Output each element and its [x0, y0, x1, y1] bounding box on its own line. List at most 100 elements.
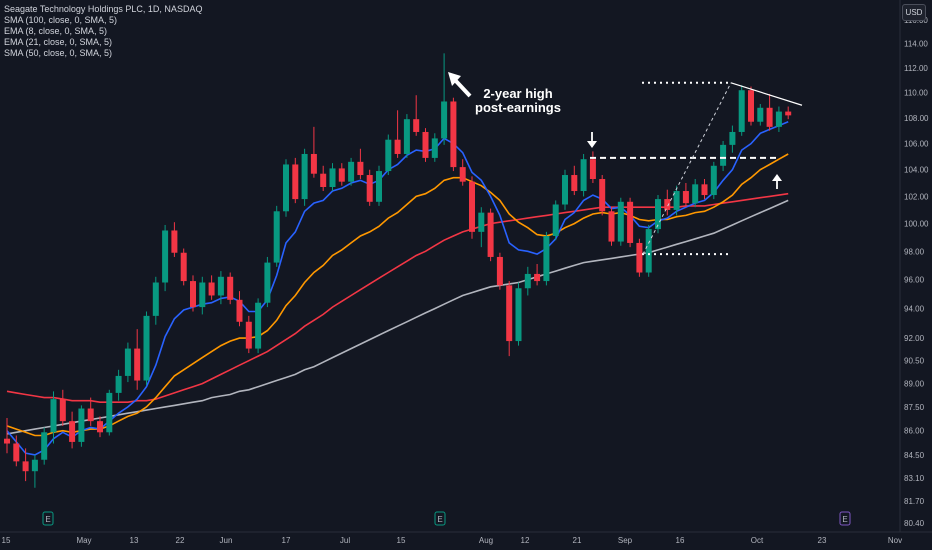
candle-body	[506, 285, 513, 342]
arrow-to-high	[453, 78, 472, 98]
annotation-post-earnings: post-earnings	[475, 100, 561, 115]
candle-body	[143, 315, 150, 381]
x-tick-label: Jun	[220, 536, 233, 545]
x-tick-label: Oct	[751, 536, 764, 545]
candle-body	[338, 168, 345, 182]
candle-body	[645, 229, 652, 273]
candle-body	[487, 212, 494, 257]
candle-body	[785, 111, 792, 116]
legend-indicator-sma100: SMA (100, close, 0, SMA, 5)	[4, 15, 118, 25]
candle-body	[171, 230, 178, 253]
candle-body	[115, 375, 122, 393]
candle-body	[431, 138, 438, 158]
candle-body	[543, 236, 550, 282]
y-tick-label: 92.00	[904, 334, 925, 343]
candle-body	[599, 179, 606, 212]
candle-body	[636, 242, 643, 273]
dotted-diagonal	[642, 82, 732, 255]
candle-body	[310, 153, 317, 174]
candle-body	[664, 199, 671, 210]
candle-body	[589, 159, 596, 180]
y-tick-label: 96.00	[904, 276, 925, 285]
x-tick-label: Sep	[618, 536, 633, 545]
candle-body	[775, 111, 782, 127]
candle-body	[459, 167, 466, 182]
earnings-marker-label: E	[45, 515, 50, 524]
candle-body	[729, 131, 736, 145]
candle-body	[59, 399, 66, 422]
candle-body	[692, 184, 699, 204]
candle-body	[283, 164, 289, 212]
candle-body	[757, 107, 764, 122]
arrow-down-head	[587, 141, 597, 148]
currency-button[interactable]: USD	[902, 4, 926, 21]
annotation-2-year-high: 2-year high	[483, 86, 552, 101]
candle-body	[180, 252, 187, 282]
y-tick-label: 94.00	[904, 305, 925, 314]
y-tick-label: 102.00	[904, 192, 929, 201]
x-tick-label: Jul	[340, 536, 350, 545]
earnings-marker-icon	[434, 511, 446, 526]
legend-title: Seagate Technology Holdings PLC, 1D, NAS…	[4, 4, 203, 14]
candle-body	[124, 348, 131, 376]
candle-body	[562, 175, 568, 205]
y-tick-label: 87.50	[904, 403, 925, 412]
candle-body	[292, 164, 299, 200]
wedge-top-line	[730, 82, 803, 106]
candle-body	[87, 408, 94, 422]
y-tick-label: 100.00	[904, 220, 929, 229]
candle-body	[710, 165, 717, 196]
candle-body	[301, 153, 308, 200]
x-tick-label: 15	[397, 536, 406, 545]
arrow-up-head	[772, 174, 782, 181]
candle-body	[701, 184, 708, 196]
candle-body	[766, 107, 773, 127]
x-tick-label: 22	[176, 536, 185, 545]
candle-body	[106, 392, 113, 433]
candle-body	[264, 262, 271, 303]
candle-body	[273, 211, 280, 263]
legend-indicator-sma50: SMA (50, close, 0, SMA, 5)	[4, 48, 113, 58]
chart-legend: Seagate Technology Holdings PLC, 1D, NAS…	[4, 4, 202, 59]
y-tick-label: 81.70	[904, 497, 925, 506]
candle-body	[199, 282, 206, 308]
x-tick-label: 13	[130, 536, 139, 545]
candle-body	[134, 348, 141, 381]
y-tick-label: 89.00	[904, 380, 925, 389]
candle-body	[617, 201, 624, 242]
y-tick-label: 108.00	[904, 114, 929, 123]
candle-body	[748, 90, 754, 122]
candle-body	[357, 161, 364, 176]
x-tick-label: 17	[282, 536, 291, 545]
candle-body	[50, 399, 57, 433]
candle-body	[673, 191, 680, 210]
candle-body	[97, 421, 103, 433]
y-tick-label: 98.00	[904, 247, 925, 256]
candle-body	[608, 211, 615, 242]
earnings-marker-label: E	[842, 515, 847, 524]
candle-body	[627, 201, 634, 243]
earnings-marker-icon	[42, 511, 54, 526]
candle-body	[245, 321, 252, 349]
candle-body	[348, 161, 355, 182]
y-tick-label: 104.00	[904, 166, 929, 175]
candle-body	[13, 443, 20, 462]
candle-body	[394, 139, 401, 154]
candle-body	[655, 199, 661, 230]
candle-body	[208, 282, 215, 296]
candle-body	[552, 204, 559, 237]
y-tick-label: 106.00	[904, 140, 929, 149]
candle-body	[162, 230, 169, 283]
candle-body	[22, 461, 29, 472]
candle-body	[152, 282, 159, 316]
x-tick-label: 23	[818, 536, 827, 545]
y-tick-label: 86.00	[904, 427, 925, 436]
x-tick-label: 21	[573, 536, 582, 545]
candle-body	[31, 459, 38, 472]
candle-body	[41, 432, 48, 460]
arrow-to-high-head	[448, 72, 461, 86]
earnings-marker-icon	[839, 511, 851, 526]
x-tick-label: Aug	[479, 536, 493, 545]
